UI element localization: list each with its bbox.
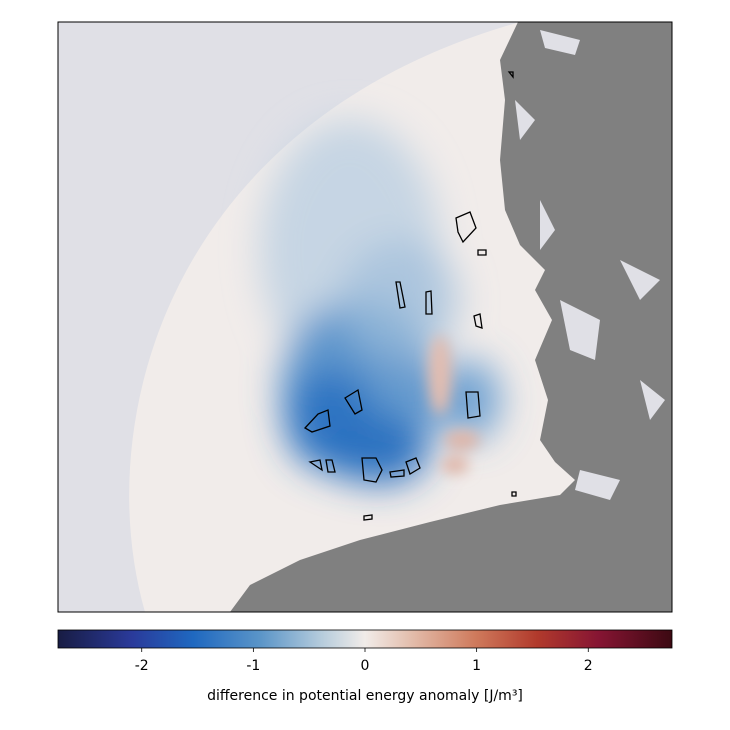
colorbar-tick-label: -1 — [246, 658, 260, 674]
wadden-islands — [515, 30, 665, 500]
difference-field — [260, 120, 500, 485]
map-frame — [57, 21, 673, 613]
colorbar-tick-label: 1 — [472, 658, 481, 674]
positive-field — [428, 335, 480, 474]
colorbar — [57, 629, 673, 649]
colorbar-tick-label: 0 — [361, 658, 370, 674]
map — [58, 22, 672, 612]
colorbar-tick-label: -2 — [135, 658, 149, 674]
land — [230, 22, 672, 612]
wind-farms — [303, 71, 517, 521]
colorbar-label: difference in potential energy anomaly [… — [207, 688, 523, 704]
colorbar-tick-label: 2 — [584, 658, 593, 674]
